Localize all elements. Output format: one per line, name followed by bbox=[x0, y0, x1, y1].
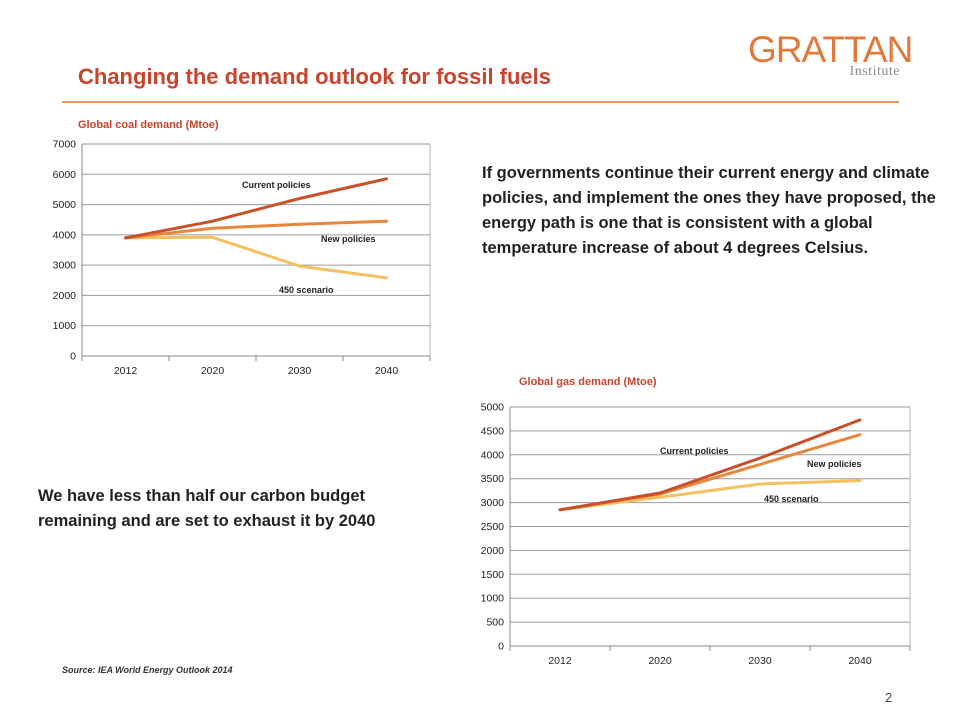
gas-demand-chart: 0 500 1000 1500 2000 2500 3000 3500 4000 4500 5000… bbox=[481, 402, 911, 667]
coal-series-label-current-policies: Current policies bbox=[242, 180, 311, 190]
coal-x-tick-label: 2040 bbox=[375, 365, 399, 377]
coal-series-450-scenario-line bbox=[124, 235, 388, 280]
gas-y-tick-label: 5000 bbox=[481, 402, 505, 414]
gas-y-tick-label: 2500 bbox=[481, 521, 505, 533]
coal-y-tick-label: 3000 bbox=[53, 260, 77, 272]
coal-series-new-policies-line bbox=[124, 219, 388, 240]
gas-y-tick-label: 4500 bbox=[481, 425, 505, 437]
coal-x-tick-label: 2030 bbox=[288, 365, 312, 377]
gas-chart-title: Global gas demand (Mtoe) bbox=[519, 376, 657, 388]
coal-y-tick-label: 7000 bbox=[53, 139, 77, 151]
coal-y-tick-label: 4000 bbox=[53, 229, 77, 241]
logo-subtitle: Institute bbox=[849, 64, 900, 79]
gas-series-450-scenario-line bbox=[558, 479, 862, 512]
gas-y-tick-label: 0 bbox=[498, 641, 504, 653]
gas-y-tick-label: 4000 bbox=[481, 449, 505, 461]
gas-y-tick-label: 1500 bbox=[481, 569, 505, 581]
page-number: 2 bbox=[885, 690, 893, 705]
gas-x-tick-label: 2030 bbox=[748, 655, 772, 667]
coal-y-tick-label: 0 bbox=[70, 351, 76, 363]
coal-y-tick-label: 2000 bbox=[53, 290, 77, 302]
grattan-logo: GRATTAN Institute bbox=[748, 30, 913, 82]
gas-y-tick-label: 3500 bbox=[481, 473, 505, 485]
gas-y-tick-label: 500 bbox=[486, 617, 504, 629]
title-divider bbox=[62, 101, 899, 103]
coal-series-current-policies-line bbox=[124, 177, 388, 240]
gas-y-tick-label: 2000 bbox=[481, 545, 505, 557]
gas-x-tick-label: 2040 bbox=[848, 655, 872, 667]
source-note: Source: IEA World Energy Outlook 2014 bbox=[62, 665, 233, 675]
gas-series-label-450-scenario: 450 scenario bbox=[764, 494, 819, 504]
gas-series-label-current-policies: Current policies bbox=[660, 446, 729, 456]
gas-series-label-new-policies: New policies bbox=[807, 459, 862, 469]
coal-y-tick-label: 1000 bbox=[53, 320, 77, 332]
gas-y-tick-label: 3000 bbox=[481, 497, 505, 509]
coal-chart-title: Global coal demand (Mtoe) bbox=[78, 119, 219, 131]
gas-x-tick-label: 2012 bbox=[548, 655, 572, 667]
coal-x-tick-label: 2012 bbox=[114, 365, 138, 377]
carbon-budget-statement: We have less than half our carbon budget… bbox=[38, 487, 376, 530]
slide-title: Changing the demand outlook for fossil f… bbox=[78, 64, 552, 89]
coal-demand-chart: 0 1000 2000 3000 4000 5000 6000 7000 2012 2020 203… bbox=[53, 139, 431, 377]
gas-y-tick-label: 1000 bbox=[481, 593, 505, 605]
gas-x-tick-label: 2020 bbox=[648, 655, 672, 667]
logo-wordmark: GRATTAN bbox=[748, 29, 913, 70]
coal-y-tick-label: 5000 bbox=[53, 199, 77, 211]
coal-y-tick-label: 6000 bbox=[53, 169, 77, 181]
gas-series-current-policies-line bbox=[558, 418, 862, 512]
coal-series-label-450-scenario: 450 scenario bbox=[279, 285, 334, 295]
coal-series-label-new-policies: New policies bbox=[321, 234, 376, 244]
coal-x-tick-label: 2020 bbox=[201, 365, 225, 377]
policy-statement: If governments continue their current en… bbox=[482, 164, 936, 257]
